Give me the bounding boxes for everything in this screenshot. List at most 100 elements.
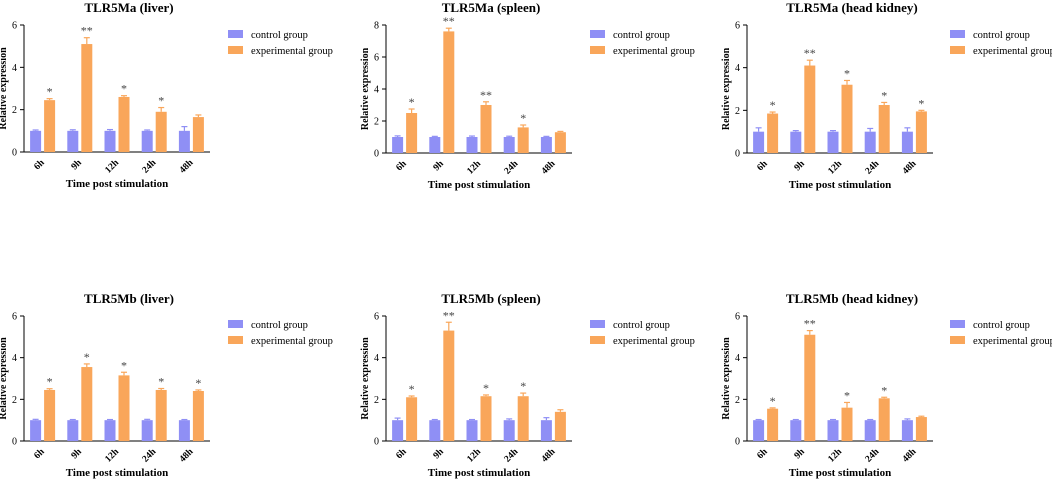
bar-control	[178, 130, 190, 152]
y-tick-label: 4	[374, 353, 379, 364]
x-tick-label: 6h	[33, 158, 48, 173]
legend-label-control: control group	[251, 320, 308, 331]
chart-panel-1: TLR5Ma (liver) Relative expression 0 2 4 6 * 6h…	[0, 0, 333, 190]
bar-experimental	[155, 389, 167, 441]
legend-swatch-control	[950, 320, 965, 328]
x-tick-label: 6h	[395, 447, 410, 462]
significance-mark: *	[918, 96, 924, 110]
bar-control	[827, 131, 839, 153]
bar-experimental	[767, 408, 779, 441]
bar-control	[178, 420, 190, 441]
bar-experimental	[406, 397, 418, 441]
y-axis-label: Relative expression	[721, 47, 732, 130]
y-axis-label: Relative expression	[0, 47, 9, 130]
significance-mark: **	[480, 88, 492, 102]
x-tick-label: 6h	[33, 447, 48, 462]
chart-panel-3: TLR5Ma (head kidney) Relative expression 0…	[721, 0, 1052, 191]
y-axis-label: Relative expression	[0, 337, 9, 420]
x-tick-label: 9h	[793, 447, 808, 462]
x-tick-label: 12h	[466, 447, 484, 465]
bar-experimental	[480, 105, 492, 153]
bar-experimental	[443, 330, 455, 441]
x-tick-label: 24h	[864, 447, 882, 465]
y-tick-label: 6	[735, 312, 740, 323]
legend-label-control: control group	[251, 30, 308, 41]
bar-control	[429, 420, 441, 441]
bar-control	[901, 131, 913, 153]
chart-panel-4: TLR5Mb (liver) Relative expression 0 2 4 6 * 6h…	[0, 291, 333, 479]
bar-experimental	[915, 417, 927, 441]
bar-control	[503, 137, 515, 153]
bar-control	[141, 420, 153, 441]
bar-experimental	[841, 407, 853, 441]
y-tick-label: 4	[374, 85, 379, 96]
legend-swatch-control	[590, 30, 605, 38]
y-tick-label: 6	[374, 53, 379, 64]
y-tick-label: 2	[374, 395, 379, 406]
bar-control	[790, 420, 802, 441]
x-tick-label: 9h	[70, 158, 85, 173]
y-tick-label: 4	[12, 353, 17, 364]
legend-swatch-experimental	[228, 46, 243, 54]
x-tick-label: 24h	[503, 447, 521, 465]
y-tick-label: 8	[374, 21, 379, 32]
y-tick-label: 6	[12, 21, 17, 32]
y-axis-label: Relative expression	[721, 337, 732, 420]
legend-label-control: control group	[613, 320, 670, 331]
bar-experimental	[841, 84, 853, 153]
legend-label-experimental: experimental group	[973, 336, 1052, 347]
legend-label-experimental: experimental group	[613, 336, 695, 347]
bar-control	[466, 420, 478, 441]
x-axis-label: Time post stimulation	[428, 179, 530, 191]
bar-experimental	[804, 65, 816, 153]
y-tick-label: 0	[374, 149, 379, 160]
chart-panel-6: TLR5Mb (head kidney) Relative expression 0…	[721, 291, 1052, 479]
significance-mark: **	[804, 46, 816, 60]
legend-swatch-experimental	[950, 46, 965, 54]
legend-swatch-control	[950, 30, 965, 38]
significance-mark: *	[520, 111, 526, 125]
bar-experimental	[804, 334, 816, 441]
bar-control	[790, 131, 802, 153]
significance-mark: *	[409, 95, 415, 109]
x-tick-label: 24h	[141, 158, 159, 176]
legend-label-control: control group	[973, 30, 1030, 41]
x-tick-label: 24h	[141, 447, 159, 465]
chart-panel-2: TLR5Ma (spleen) Relative expression 0 2 4 6 8 *…	[360, 0, 695, 191]
bar-control	[901, 420, 913, 441]
bar-control	[540, 420, 552, 441]
bar-experimental	[406, 113, 418, 153]
y-tick-label: 6	[735, 21, 740, 32]
bar-control	[753, 131, 765, 153]
bar-experimental	[155, 111, 167, 152]
x-tick-label: 24h	[864, 159, 882, 177]
significance-mark: *	[195, 376, 201, 390]
x-tick-label: 9h	[432, 447, 447, 462]
chart-title: TLR5Mb (head kidney)	[786, 291, 918, 306]
y-tick-label: 6	[374, 312, 379, 323]
bar-experimental	[192, 391, 204, 441]
significance-mark: *	[84, 350, 90, 364]
y-tick-label: 0	[735, 437, 740, 448]
significance-mark: **	[81, 24, 93, 38]
legend-label-experimental: experimental group	[973, 46, 1052, 57]
legend: control group experimental group	[590, 30, 695, 57]
x-tick-label: 48h	[901, 447, 919, 465]
bar-control	[864, 131, 876, 153]
x-tick-label: 6h	[756, 447, 771, 462]
bar-experimental	[517, 396, 529, 441]
legend-label-experimental: experimental group	[251, 336, 333, 347]
significance-mark: *	[881, 88, 887, 102]
y-axis-label: Relative expression	[360, 337, 371, 420]
x-tick-label: 12h	[104, 447, 122, 465]
legend-swatch-experimental	[590, 336, 605, 344]
significance-mark: **	[443, 14, 455, 28]
y-tick-label: 2	[735, 395, 740, 406]
legend: control group experimental group	[228, 320, 333, 347]
significance-mark: *	[844, 388, 850, 402]
x-tick-label: 48h	[178, 447, 196, 465]
x-axis-label: Time post stimulation	[789, 467, 891, 479]
bar-experimental	[44, 389, 56, 441]
y-tick-label: 2	[12, 105, 17, 116]
